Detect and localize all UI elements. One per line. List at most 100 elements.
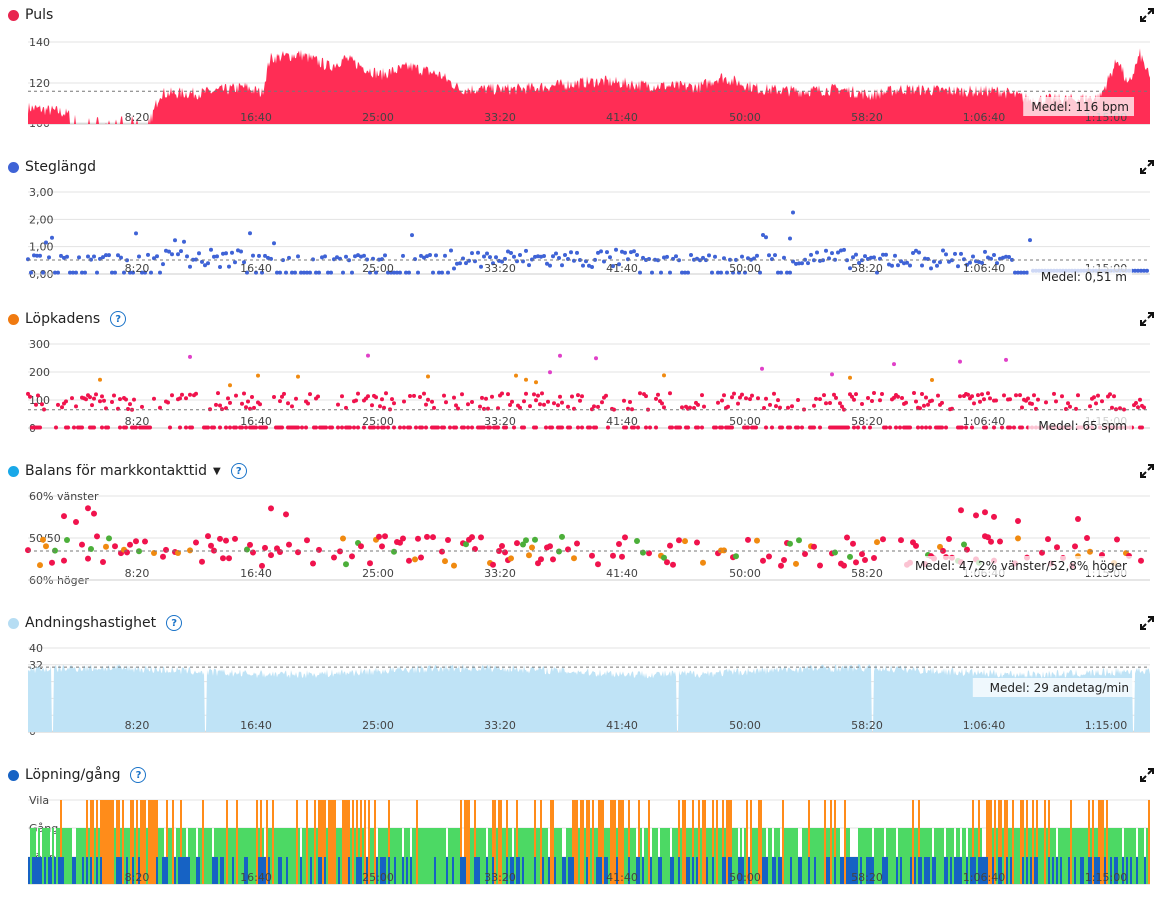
data-point bbox=[197, 251, 201, 256]
state-bar bbox=[804, 828, 806, 884]
data-point bbox=[1088, 404, 1092, 409]
data-point bbox=[226, 396, 230, 401]
data-point bbox=[223, 537, 229, 544]
data-point bbox=[1076, 393, 1080, 398]
help-icon[interactable]: ? bbox=[230, 463, 247, 479]
state-bar bbox=[906, 828, 908, 884]
expand-icon[interactable] bbox=[1140, 768, 1154, 782]
data-point bbox=[358, 543, 364, 550]
data-point bbox=[106, 535, 112, 542]
data-point bbox=[596, 404, 600, 409]
state-bar bbox=[660, 857, 662, 884]
data-point bbox=[317, 270, 321, 275]
data-point bbox=[700, 393, 704, 398]
data-point bbox=[94, 533, 100, 540]
data-point bbox=[890, 263, 894, 268]
data-point bbox=[721, 547, 727, 554]
expand-icon[interactable] bbox=[1140, 160, 1154, 174]
data-point bbox=[824, 248, 828, 253]
expand-icon[interactable] bbox=[1140, 464, 1154, 478]
data-point bbox=[295, 549, 301, 556]
data-point bbox=[116, 253, 120, 258]
data-point bbox=[372, 425, 376, 430]
data-point bbox=[689, 253, 693, 257]
data-point bbox=[874, 539, 880, 546]
state-bar bbox=[324, 857, 326, 884]
state-bar bbox=[532, 828, 534, 884]
help-icon[interactable]: ? bbox=[166, 615, 183, 631]
panel-header: Balans för markkontakttid ▼ ? bbox=[8, 460, 247, 482]
state-bar bbox=[1070, 800, 1072, 884]
state-bar bbox=[520, 828, 522, 884]
data-point bbox=[137, 254, 141, 259]
data-point bbox=[432, 405, 436, 410]
data-point bbox=[524, 248, 528, 253]
x-tick-label: 33:20 bbox=[484, 871, 516, 884]
data-point bbox=[170, 252, 174, 257]
panel-title[interactable]: Balans för markkontakttid bbox=[25, 463, 208, 479]
state-bar bbox=[576, 800, 578, 884]
data-point bbox=[1004, 254, 1008, 259]
data-point bbox=[1000, 425, 1004, 430]
state-bar bbox=[554, 828, 556, 884]
state-bar bbox=[428, 828, 430, 884]
state-bar bbox=[332, 800, 334, 884]
state-bar bbox=[1066, 828, 1068, 884]
state-bar bbox=[54, 857, 56, 884]
state-bar bbox=[682, 800, 684, 884]
data-point bbox=[914, 248, 918, 253]
chevron-down-icon[interactable]: ▼ bbox=[213, 465, 221, 477]
data-point bbox=[1013, 270, 1017, 275]
state-bar bbox=[854, 857, 856, 884]
state-bar bbox=[840, 857, 842, 884]
data-point bbox=[840, 404, 844, 409]
state-bar bbox=[214, 857, 216, 884]
data-point bbox=[442, 393, 446, 398]
data-point bbox=[1138, 397, 1142, 402]
state-bar bbox=[978, 800, 980, 884]
state-bar bbox=[842, 857, 844, 884]
data-point bbox=[484, 396, 488, 401]
data-point bbox=[968, 260, 972, 265]
data-point bbox=[560, 425, 564, 430]
expand-icon[interactable] bbox=[1140, 8, 1154, 22]
state-bar bbox=[592, 800, 594, 884]
state-bar bbox=[128, 828, 130, 884]
data-point bbox=[988, 396, 992, 401]
state-bar bbox=[308, 828, 310, 884]
expand-icon[interactable] bbox=[1140, 312, 1154, 326]
state-bar bbox=[518, 828, 520, 884]
state-bar bbox=[114, 828, 116, 884]
average-label-box bbox=[1028, 267, 1132, 286]
data-point bbox=[331, 554, 337, 561]
data-point bbox=[754, 425, 758, 430]
data-point bbox=[234, 393, 238, 398]
state-bar bbox=[786, 828, 788, 884]
state-bar bbox=[260, 800, 262, 884]
data-point bbox=[595, 561, 601, 568]
help-icon[interactable]: ? bbox=[110, 311, 127, 327]
state-bar bbox=[1138, 828, 1140, 884]
state-bar bbox=[974, 857, 976, 884]
state-bar bbox=[432, 828, 434, 884]
data-point bbox=[234, 425, 238, 430]
state-bar bbox=[1032, 800, 1034, 884]
data-point bbox=[572, 258, 576, 263]
data-point bbox=[451, 562, 457, 569]
state-bar bbox=[580, 800, 582, 884]
data-point bbox=[924, 425, 928, 430]
state-bar bbox=[298, 828, 300, 884]
state-bar bbox=[798, 857, 800, 884]
data-point bbox=[290, 270, 294, 275]
data-point bbox=[641, 255, 645, 260]
data-point bbox=[760, 366, 764, 371]
data-point bbox=[1032, 393, 1036, 398]
data-point bbox=[980, 260, 984, 265]
state-bar bbox=[1102, 800, 1104, 884]
data-point bbox=[776, 398, 780, 403]
expand-icon[interactable] bbox=[1140, 616, 1154, 630]
state-bar bbox=[548, 857, 550, 884]
help-icon[interactable]: ? bbox=[130, 767, 147, 783]
state-bar bbox=[456, 828, 458, 884]
x-tick-label: 33:20 bbox=[484, 719, 516, 732]
